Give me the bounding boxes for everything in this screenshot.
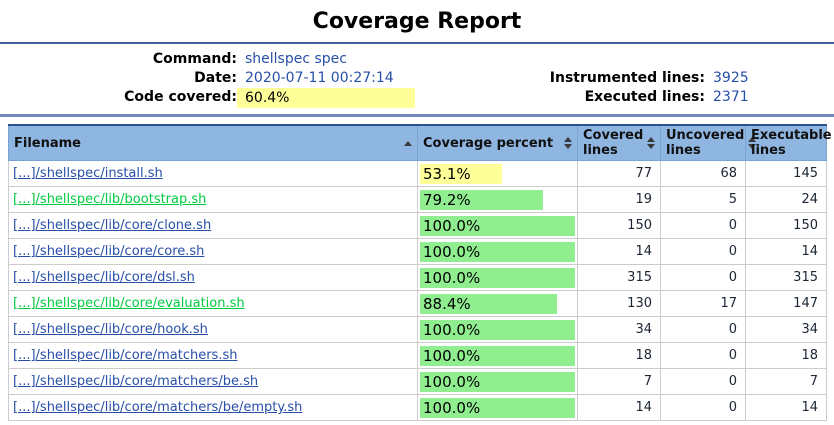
top-divider xyxy=(0,42,834,44)
sort-both-icon xyxy=(748,137,757,149)
coverage-percent-bar: 79.2% xyxy=(420,189,543,210)
table-row: [...]/shellspec/lib/core/dsl.sh 100.0% 315… xyxy=(8,264,827,291)
code-covered-value: 60.4% xyxy=(237,88,415,108)
covered-lines-cell: 7 xyxy=(577,368,661,395)
uncovered-lines-cell: 5 xyxy=(660,186,746,213)
executable-lines-cell: 315 xyxy=(745,264,827,291)
table-row: [...]/shellspec/lib/core/matchers/be.sh 1… xyxy=(8,368,827,395)
covered-lines-cell: 14 xyxy=(577,394,661,421)
column-header-coverage-percent[interactable]: Coverage percent xyxy=(417,124,578,161)
command-value: shellspec spec xyxy=(245,51,347,67)
uncovered-lines-cell: 0 xyxy=(660,212,746,239)
coverage-percent-bar: 100.0% xyxy=(420,397,575,418)
covered-lines-cell: 18 xyxy=(577,342,661,369)
table-row: [...]/shellspec/lib/bootstrap.sh 79.2% 19 5… xyxy=(8,186,827,213)
instrumented-lines-value: 3925 xyxy=(713,70,749,86)
summary-panel: Command: shellspec spec Date: 2020-07-11… xyxy=(0,50,834,109)
coverage-table: Filename Coverage percent Covered lines Unc… xyxy=(8,124,832,421)
executed-lines-label: Executed lines: xyxy=(584,89,705,105)
coverage-percent-bar: 100.0% xyxy=(420,371,575,392)
column-label: Uncovered lines xyxy=(666,128,745,158)
filename-link[interactable]: [...]/shellspec/lib/core/matchers/be/emp… xyxy=(13,400,303,415)
filename-link[interactable]: [...]/shellspec/lib/core/core.sh xyxy=(13,244,205,259)
date-label: Date: xyxy=(194,70,237,86)
sort-ascending-icon xyxy=(404,140,412,146)
bottom-divider xyxy=(0,114,834,117)
column-header-covered-lines[interactable]: Covered lines xyxy=(577,124,661,161)
column-header-executable-lines[interactable]: Executable lines xyxy=(745,124,832,161)
covered-lines-cell: 34 xyxy=(577,316,661,343)
coverage-table-header-row: Filename Coverage percent Covered lines Unc… xyxy=(8,124,832,161)
column-label: Coverage percent xyxy=(423,135,554,151)
executable-lines-cell: 18 xyxy=(745,342,827,369)
sort-both-icon xyxy=(564,137,572,149)
table-row: [...]/shellspec/lib/core/evaluation.sh 88… xyxy=(8,290,827,317)
table-row: [...]/shellspec/lib/core/core.sh 100.0% 14… xyxy=(8,238,827,265)
uncovered-lines-cell: 0 xyxy=(660,342,746,369)
coverage-percent-bar: 100.0% xyxy=(420,267,575,288)
uncovered-lines-cell: 68 xyxy=(660,160,746,187)
table-row: [...]/shellspec/lib/core/matchers.sh 100.… xyxy=(8,342,827,369)
covered-lines-cell: 130 xyxy=(577,290,661,317)
column-header-uncovered-lines[interactable]: Uncovered lines xyxy=(660,124,757,161)
column-header-filename[interactable]: Filename xyxy=(8,124,418,161)
code-covered-label: Code covered: xyxy=(124,89,237,105)
covered-lines-cell: 14 xyxy=(577,238,661,265)
column-label: Filename xyxy=(14,135,81,151)
filename-link[interactable]: [...]/shellspec/install.sh xyxy=(13,166,163,181)
table-row: [...]/shellspec/lib/core/clone.sh 100.0% 1… xyxy=(8,212,827,239)
executable-lines-cell: 34 xyxy=(745,316,827,343)
coverage-percent-bar: 100.0% xyxy=(420,215,575,236)
coverage-percent-bar: 100.0% xyxy=(420,345,575,366)
executable-lines-cell: 14 xyxy=(745,238,827,265)
executable-lines-cell: 150 xyxy=(745,212,827,239)
executable-lines-cell: 24 xyxy=(745,186,827,213)
covered-lines-cell: 77 xyxy=(577,160,661,187)
executable-lines-cell: 14 xyxy=(745,394,827,421)
table-row: [...]/shellspec/lib/core/hook.sh 100.0% 34… xyxy=(8,316,827,343)
coverage-percent-bar: 100.0% xyxy=(420,241,575,262)
uncovered-lines-cell: 0 xyxy=(660,368,746,395)
executable-lines-cell: 145 xyxy=(745,160,827,187)
filename-link[interactable]: [...]/shellspec/lib/core/clone.sh xyxy=(13,218,212,233)
command-label: Command: xyxy=(152,51,237,67)
column-label: Covered lines xyxy=(583,128,644,158)
executable-lines-cell: 147 xyxy=(745,290,827,317)
page-title: Coverage Report xyxy=(312,9,522,34)
sort-both-icon xyxy=(647,137,656,149)
date-value: 2020-07-11 00:27:14 xyxy=(245,70,394,86)
coverage-percent-bar: 88.4% xyxy=(420,293,558,314)
executable-lines-cell: 7 xyxy=(745,368,827,395)
table-row: [...]/shellspec/lib/core/matchers/be/emp… xyxy=(8,394,827,421)
filename-link[interactable]: [...]/shellspec/lib/core/dsl.sh xyxy=(13,270,195,285)
column-label: Executable lines xyxy=(751,128,832,158)
filename-link[interactable]: [...]/shellspec/lib/core/evaluation.sh xyxy=(13,296,245,311)
filename-link[interactable]: [...]/shellspec/lib/bootstrap.sh xyxy=(13,192,207,207)
filename-link[interactable]: [...]/shellspec/lib/core/hook.sh xyxy=(13,322,208,337)
filename-link[interactable]: [...]/shellspec/lib/core/matchers.sh xyxy=(13,348,238,363)
coverage-percent-bar: 100.0% xyxy=(420,319,575,340)
uncovered-lines-cell: 0 xyxy=(660,394,746,421)
filename-link[interactable]: [...]/shellspec/lib/core/matchers/be.sh xyxy=(13,374,259,389)
table-row: [...]/shellspec/install.sh 53.1% 77 68 145 xyxy=(8,160,827,187)
covered-lines-cell: 150 xyxy=(577,212,661,239)
uncovered-lines-cell: 0 xyxy=(660,238,746,265)
instrumented-lines-label: Instrumented lines: xyxy=(549,70,705,86)
executed-lines-value: 2371 xyxy=(713,89,749,105)
coverage-percent-bar: 53.1% xyxy=(420,163,503,184)
covered-lines-cell: 315 xyxy=(577,264,661,291)
uncovered-lines-cell: 17 xyxy=(660,290,746,317)
uncovered-lines-cell: 0 xyxy=(660,316,746,343)
covered-lines-cell: 19 xyxy=(577,186,661,213)
uncovered-lines-cell: 0 xyxy=(660,264,746,291)
coverage-table-body: [...]/shellspec/install.sh 53.1% 77 68 145 [.… xyxy=(8,160,827,421)
